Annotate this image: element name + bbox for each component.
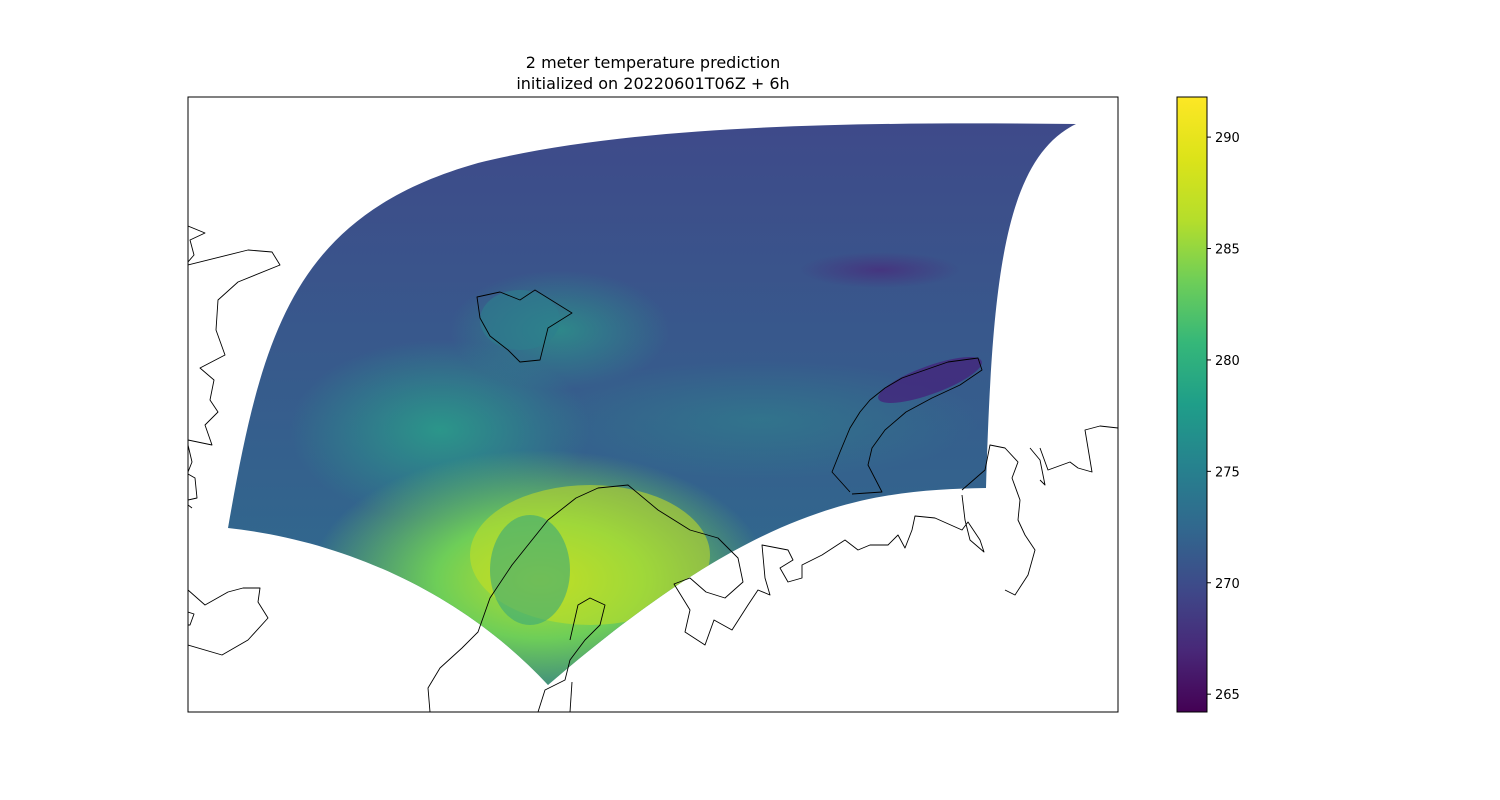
colorbar: 265 270 275 280 285 290 (1176, 96, 1240, 713)
colorbar-tick-label: 270 (1215, 577, 1240, 592)
plot-title-line-1: 2 meter temperature prediction (525, 53, 781, 72)
colorbar-ticks: 265 270 275 280 285 290 (1207, 131, 1240, 703)
colorbar-tick-label: 285 (1215, 243, 1240, 258)
colorbar-tick-label: 265 (1215, 688, 1240, 703)
colorbar-tick-label: 275 (1215, 465, 1240, 480)
colorbar-tick-label: 290 (1215, 131, 1240, 146)
colorbar-tick-label: 280 (1215, 354, 1240, 369)
coastlines (188, 225, 1118, 712)
plot-title: 2 meter temperature prediction initializ… (188, 52, 1118, 94)
colorbar-gradient (1176, 96, 1208, 713)
plot-title-line-2: initialized on 20220601T06Z + 6h (516, 74, 790, 93)
